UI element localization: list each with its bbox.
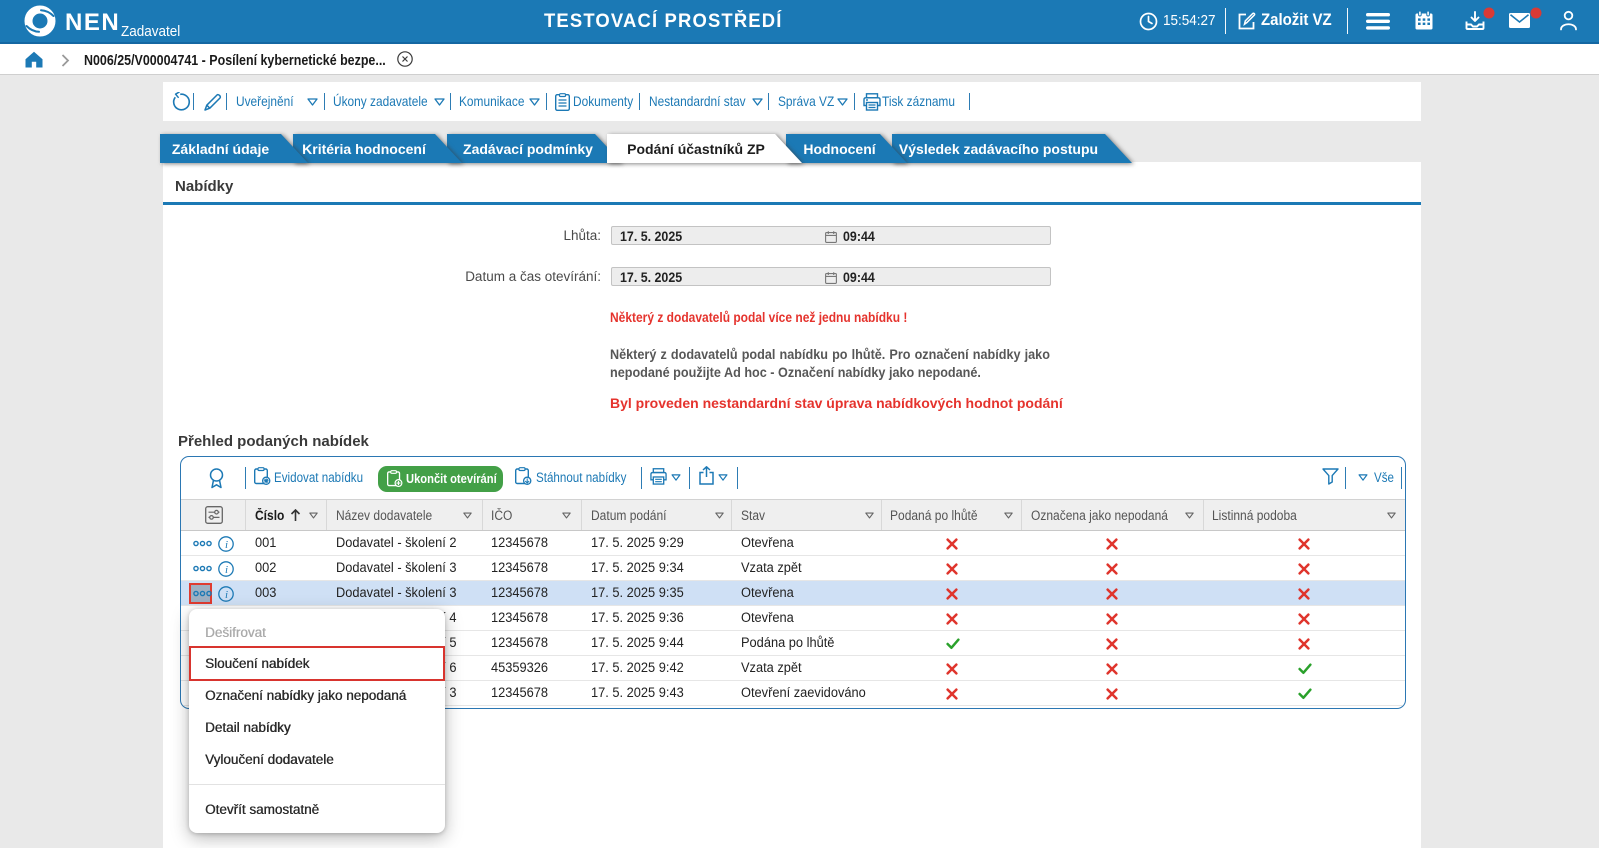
svg-text:i: i xyxy=(225,589,228,601)
svg-text:i: i xyxy=(225,564,228,576)
svg-text:i: i xyxy=(225,539,228,551)
